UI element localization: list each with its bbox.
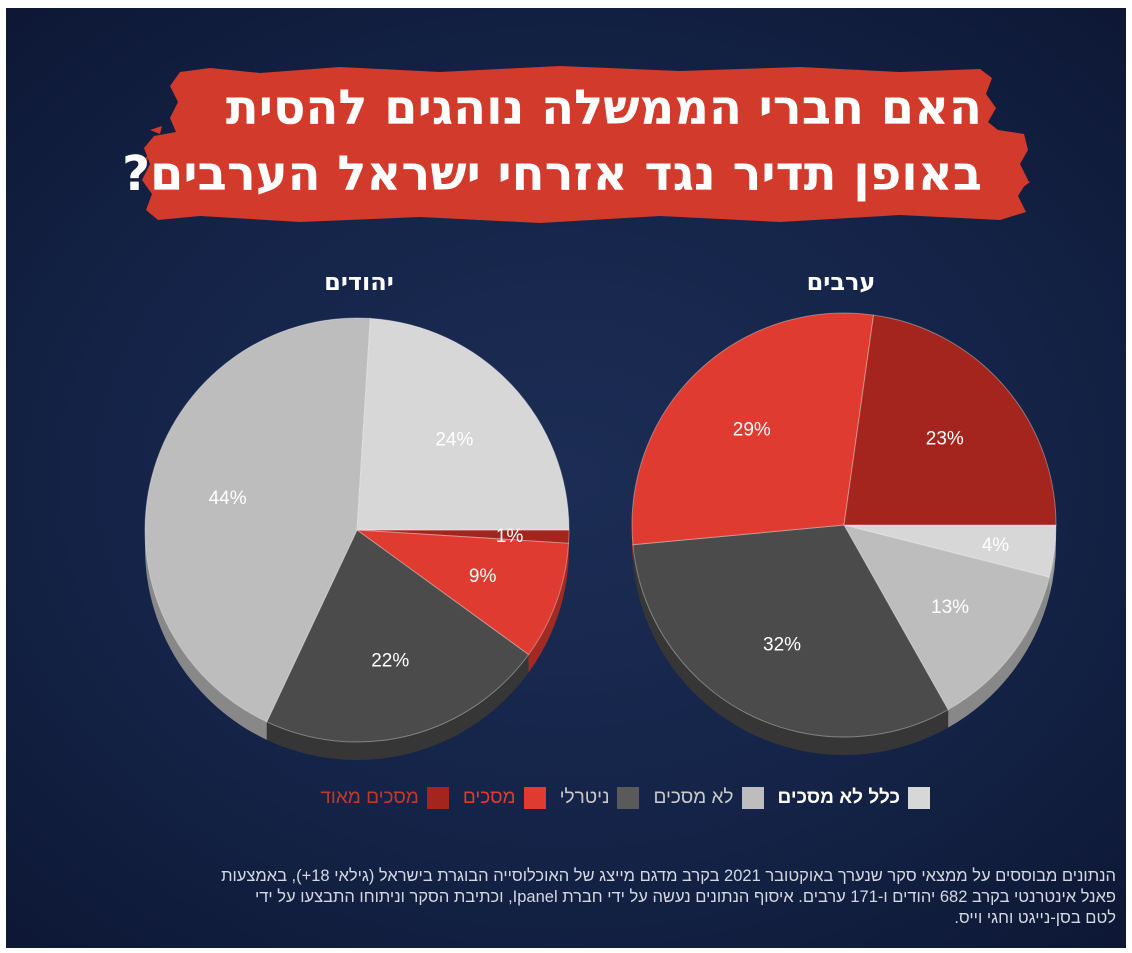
pie-data-label-agree: 9% bbox=[469, 566, 497, 587]
pie-data-label-strongly_agree: 23% bbox=[926, 428, 964, 449]
pie-side-neutral bbox=[632, 544, 949, 755]
pie-title-jews: יהודים bbox=[324, 268, 394, 296]
pie-side-neutral bbox=[266, 654, 529, 760]
pie-slice-agree bbox=[631, 312, 875, 546]
pie-slice-neutral bbox=[632, 524, 949, 738]
legend-swatch-neutral bbox=[617, 787, 640, 809]
pie-data-label-strongly_agree: 1% bbox=[496, 526, 524, 547]
pie-slice-agree bbox=[355, 529, 570, 656]
footnote-line-2: פאנל אינטרנטי בקרב 682 יהודים ו-171 ערבי… bbox=[255, 888, 1116, 906]
pie-slice-strongly_agree bbox=[356, 529, 570, 544]
legend-label-agree: מסכים bbox=[462, 787, 516, 808]
legend-label-strongly_disagree: כלל לא מסכים bbox=[777, 787, 900, 808]
legend-label-disagree: לא מסכים bbox=[653, 787, 734, 808]
pie-side-agree bbox=[528, 543, 569, 673]
pie-side-agree bbox=[632, 525, 633, 563]
legend-swatch-disagree bbox=[741, 787, 764, 809]
pie-data-label-strongly_disagree: 24% bbox=[435, 430, 473, 451]
footnote-line-3: לטם בסן-נייגט וחגי וייס. bbox=[954, 909, 1116, 927]
pie-side-disagree bbox=[145, 530, 267, 740]
legend-item-agree: מסכים bbox=[463, 787, 546, 809]
pie-data-label-neutral: 22% bbox=[371, 650, 409, 671]
legend-item-neutral: ניטרלי bbox=[560, 787, 640, 809]
pie-slice-disagree bbox=[842, 524, 1051, 711]
chart-title-line-2: באופן תדיר נגד אזרחי ישראל הערבים? bbox=[122, 146, 982, 202]
legend: כלל לא מסכים לא מסכים ניטרלי מסכים מסכים מאו… bbox=[210, 782, 930, 814]
legend-label-neutral: ניטרלי bbox=[559, 787, 610, 808]
pie-data-label-agree: 29% bbox=[733, 419, 771, 440]
legend-swatch-agree bbox=[523, 787, 546, 809]
legend-swatch-strongly_agree bbox=[426, 787, 449, 809]
legend-item-strongly_disagree: כלל לא מסכים bbox=[778, 787, 930, 809]
legend-label-strongly_agree: מסכים מאוד bbox=[320, 787, 419, 808]
pie-slice-strongly_agree bbox=[843, 314, 1057, 526]
pie-side-disagree bbox=[948, 577, 1050, 728]
title-banner: האם חברי הממשלה נוהגים להסית באופן תדיר … bbox=[122, 64, 1030, 226]
brush-stroke-background bbox=[142, 66, 1030, 223]
pie-slice-strongly_disagree bbox=[843, 524, 1057, 578]
pie-data-label-disagree: 13% bbox=[931, 597, 969, 618]
pie-data-label-strongly_disagree: 4% bbox=[982, 535, 1010, 556]
pie-slice-strongly_disagree bbox=[356, 317, 570, 531]
footnote-line-1: הנתונים מבוססים על ממצאי סקר שנערך באוקט… bbox=[221, 867, 1116, 885]
pie-slice-disagree bbox=[144, 317, 371, 723]
pie-data-label-disagree: 44% bbox=[209, 488, 247, 509]
legend-item-strongly_agree: מסכים מאוד bbox=[320, 787, 449, 809]
legend-swatch-strongly_disagree bbox=[908, 787, 930, 809]
pie-slice-neutral bbox=[266, 529, 530, 743]
pie-title-arabs: ערבים bbox=[806, 268, 876, 296]
legend-item-disagree: לא מסכים bbox=[653, 787, 764, 809]
pie-jews: 1% 9% 22% 44% 24% bbox=[144, 317, 570, 760]
pie-arabs: 4% 13% 32% 29% 23% bbox=[631, 312, 1057, 755]
pie-data-label-neutral: 32% bbox=[763, 634, 801, 655]
pie-side-strongly_disagree bbox=[1049, 525, 1056, 596]
chart-title-line-1: האם חברי הממשלה נוהגים להסית bbox=[225, 80, 982, 136]
footnote: הנתונים מבוססים על ממצאי סקר שנערך באוקט… bbox=[26, 866, 1116, 929]
